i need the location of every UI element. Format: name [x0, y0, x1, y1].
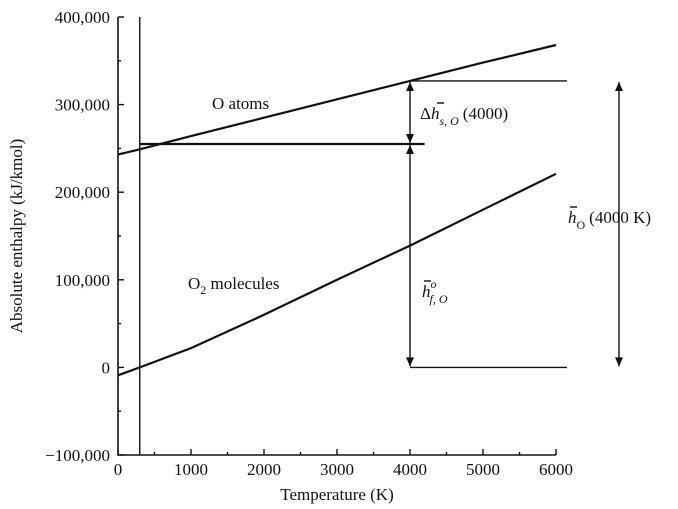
series-layer — [117, 43, 557, 377]
svg-text:hO(4000 K): hO (4000 K) — [568, 208, 651, 232]
x-tick-label: 5000 — [466, 460, 500, 479]
formation-subscript: f, O — [430, 292, 448, 306]
arrow-head-down — [406, 134, 414, 144]
svg-text:Δhs, O(4000): Δhs, O (4000) — [420, 104, 508, 128]
sensible-arrow — [406, 81, 414, 144]
sensible-arg: (4000) — [463, 104, 508, 123]
series-label-o-atoms: O atoms — [212, 94, 269, 113]
x-tick-label: 3000 — [320, 460, 354, 479]
total-symbol: h — [568, 208, 577, 227]
x-tick-label: 4000 — [393, 460, 427, 479]
y-axis-label: Absolute enthalpy (kJ/kmol) — [7, 139, 26, 334]
formation-enthalpy-label: ho f, O — [422, 277, 448, 306]
arrow-head-down — [615, 357, 623, 367]
axis-ticks: 0 1000 2000 3000 4000 5000 6000−100,0000100,00… — [45, 8, 573, 479]
formation-symbol: h — [422, 282, 431, 301]
annotation-layer: Temperature (K) Absolute enthalpy (kJ/km… — [7, 94, 651, 504]
sensible-symbol: h — [431, 104, 440, 123]
series-o-atoms — [117, 43, 557, 156]
arrow-head-up — [406, 81, 414, 91]
formation-superscript: o — [431, 277, 437, 291]
x-tick-label: 6000 — [539, 460, 573, 479]
arrow-head-up — [406, 145, 414, 155]
o2-label-rest: molecules — [206, 274, 279, 293]
series-o2-molecules — [117, 172, 557, 377]
y-tick-label: 200,000 — [55, 183, 110, 202]
x-axis-label: Temperature (K) — [280, 485, 394, 504]
total-arg: (4000 K) — [589, 208, 651, 227]
sensible-delta: Δ — [420, 104, 431, 123]
axis-lines — [117, 17, 556, 456]
guide-lines — [139, 17, 623, 455]
arrow-head-down — [406, 357, 414, 367]
total-enthalpy-label: hO (4000 K) — [568, 206, 651, 232]
y-tick-label: 400,000 — [55, 8, 110, 27]
arrow-head-up — [615, 81, 623, 91]
x-tick-label: 1000 — [174, 460, 208, 479]
sensible-enthalpy-label: Δhs, O (4000) — [420, 102, 508, 128]
x-tick-label: 2000 — [247, 460, 281, 479]
o2-label-sub: 2 — [200, 283, 206, 297]
plot-frame — [117, 17, 556, 456]
x-tick-label: 0 — [114, 460, 123, 479]
y-tick-label: 0 — [102, 358, 111, 377]
o2-label-main: O — [188, 274, 200, 293]
svg-text:hof, O: ho f, O — [422, 277, 448, 306]
total-subscript: O — [577, 218, 586, 232]
series-label-o2-molecules: O2 molecules — [188, 274, 279, 297]
total-arrow — [615, 81, 623, 367]
y-tick-label: 300,000 — [55, 96, 110, 115]
y-tick-label: 100,000 — [55, 271, 110, 290]
sensible-subscript: s, O — [439, 114, 459, 128]
formation-arrow — [406, 145, 414, 367]
y-tick-label: −100,000 — [45, 446, 110, 465]
